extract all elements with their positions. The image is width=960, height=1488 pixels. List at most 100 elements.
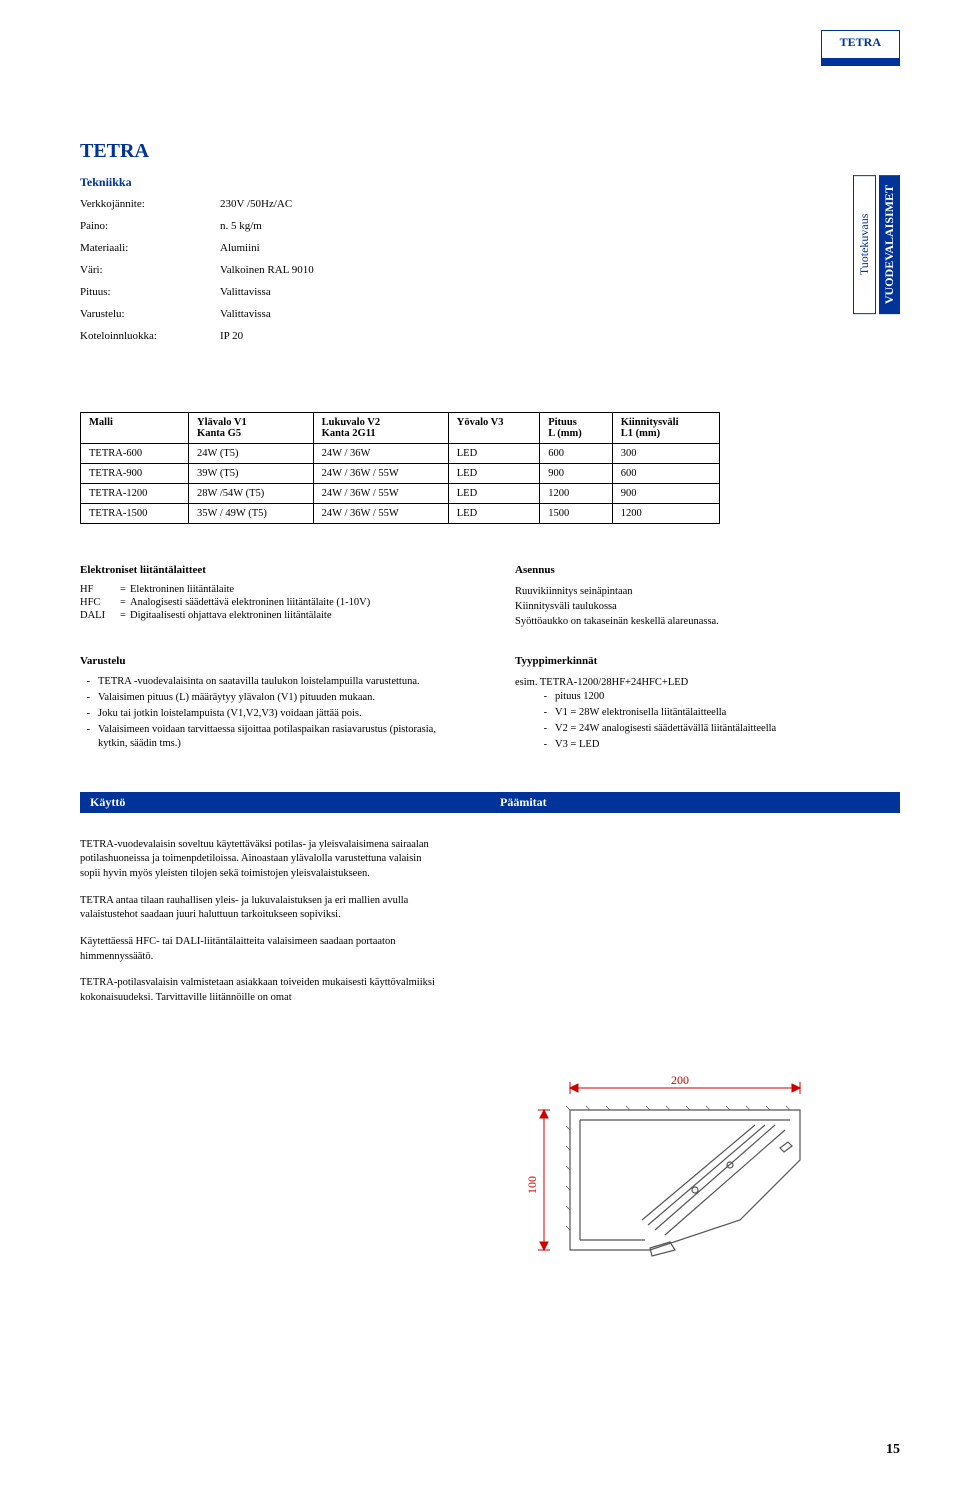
- section-bar: Käyttö Päämitat: [80, 792, 900, 813]
- table-row: TETRA-120028W /54W (T5)24W / 36W / 55WLE…: [81, 484, 720, 504]
- table-cell: TETRA-900: [81, 464, 189, 484]
- table-cell: 28W /54W (T5): [189, 484, 314, 504]
- list-item: pituus 1200: [555, 690, 900, 704]
- varustelu-list: TETRA -vuodevalaisinta on saatavilla tau…: [80, 675, 465, 752]
- spec-value: Valkoinen RAL 9010: [220, 264, 420, 276]
- spec-value: Alumiini: [220, 242, 420, 254]
- table-cell: LED: [448, 484, 539, 504]
- bar-left: Käyttö: [80, 792, 490, 813]
- elek-column: Elektroniset liitäntälaitteet HF=Elektro…: [80, 564, 465, 630]
- tyyppi-lead: esim. TETRA-1200/28HF+24HFC+LED: [515, 675, 900, 690]
- table-row: TETRA-60024W (T5)24W / 36WLED600300: [81, 444, 720, 464]
- table-cell: 35W / 49W (T5): [189, 504, 314, 524]
- table-cell: 24W / 36W / 55W: [313, 504, 448, 524]
- spec-value: Valittavissa: [220, 308, 420, 320]
- table-cell: 24W (T5): [189, 444, 314, 464]
- spec-label: Pituus:: [80, 286, 220, 298]
- body-paragraphs: TETRA-vuodevalaisin soveltuu käytettäväk…: [80, 838, 440, 1006]
- dim-width: 200: [671, 1073, 689, 1087]
- asennus-line: Kiinnitysväli taulukossa: [515, 599, 900, 614]
- tyyppi-heading: Tyyppimerkinnät: [515, 655, 900, 667]
- table-cell: LED: [448, 504, 539, 524]
- table-cell: LED: [448, 464, 539, 484]
- table-header: Ylävalo V1Kanta G5: [189, 413, 314, 444]
- list-item: V3 = LED: [555, 738, 900, 752]
- page-number: 15: [886, 1442, 900, 1458]
- spec-label: Koteloinnluokka:: [80, 330, 220, 342]
- side-tab-right: VUODEVALAISIMET: [879, 175, 900, 314]
- list-item: Joku tai jotkin loistelampuista (V1,V2,V…: [98, 707, 465, 721]
- specs-list: Verkkojännite:230V /50Hz/ACPaino:n. 5 kg…: [80, 198, 900, 342]
- table-cell: 1500: [540, 504, 613, 524]
- def-key: DALI: [80, 610, 120, 621]
- def-eq: =: [120, 597, 130, 608]
- body-paragraph: TETRA-vuodevalaisin soveltuu käytettäväk…: [80, 838, 440, 882]
- body-paragraph: TETRA-potilasvalaisin valmistetaan asiak…: [80, 976, 440, 1005]
- spec-label: Paino:: [80, 220, 220, 232]
- elek-definitions: HF=Elektroninen liitäntälaiteHFC=Analogi…: [80, 584, 465, 621]
- side-category-tab: Tuotekuvaus VUODEVALAISIMET: [853, 175, 900, 314]
- spec-value: Valittavissa: [220, 286, 420, 298]
- spec-value: 230V /50Hz/AC: [220, 198, 420, 210]
- asennus-body: Ruuvikiinnitys seinäpintaanKiinnitysväli…: [515, 584, 900, 630]
- brand-tag-top: TETRA: [821, 30, 900, 58]
- list-item: V1 = 28W elektronisella liitäntälaitteel…: [555, 706, 900, 720]
- body-paragraph: TETRA antaa tilaan rauhallisen yleis- ja…: [80, 894, 440, 923]
- bar-right: Päämitat: [490, 792, 900, 813]
- table-header: Yövalo V3: [448, 413, 539, 444]
- table-row: TETRA-150035W / 49W (T5)24W / 36W / 55WL…: [81, 504, 720, 524]
- table-cell: 1200: [612, 504, 719, 524]
- table-header: PituusL (mm): [540, 413, 613, 444]
- table-cell: 300: [612, 444, 719, 464]
- table-header: Lukuvalo V2Kanta 2G11: [313, 413, 448, 444]
- table-cell: 24W / 36W / 55W: [313, 464, 448, 484]
- table-cell: TETRA-600: [81, 444, 189, 464]
- varustelu-column: Varustelu TETRA -vuodevalaisinta on saat…: [80, 655, 465, 755]
- tech-heading: Tekniikka: [80, 175, 900, 190]
- asennus-line: Ruuvikiinnitys seinäpintaan: [515, 584, 900, 599]
- def-value: Analogisesti säädettävä elektroninen lii…: [130, 597, 465, 608]
- tyyppi-list: pituus 1200 V1 = 28W elektronisella liitä…: [515, 690, 900, 753]
- list-item: V2 = 24W analogisesti säädettävällä liit…: [555, 722, 900, 736]
- body-paragraph: Käytettäessä HFC- tai DALI-liitäntälaitt…: [80, 935, 440, 964]
- table-cell: 600: [540, 444, 613, 464]
- table-cell: 24W / 36W: [313, 444, 448, 464]
- list-item: Valaisimeen voidaan tarvittaessa sijoitt…: [98, 723, 465, 751]
- table-cell: 900: [612, 484, 719, 504]
- dimensions-drawing: 200 100: [520, 1070, 840, 1330]
- def-key: HF: [80, 584, 120, 595]
- table-cell: TETRA-1200: [81, 484, 189, 504]
- table-header: KiinnitysväliL1 (mm): [612, 413, 719, 444]
- spec-label: Väri:: [80, 264, 220, 276]
- asennus-line: Syöttöaukko on takaseinän keskellä alare…: [515, 614, 900, 629]
- table-cell: 24W / 36W / 55W: [313, 484, 448, 504]
- table-cell: 600: [612, 464, 719, 484]
- spec-value: IP 20: [220, 330, 420, 342]
- spec-label: Varustelu:: [80, 308, 220, 320]
- table-cell: LED: [448, 444, 539, 464]
- spec-label: Verkkojännite:: [80, 198, 220, 210]
- asennus-column: Asennus Ruuvikiinnitys seinäpintaanKiinn…: [515, 564, 900, 630]
- def-value: Digitaalisesti ohjattava elektroninen li…: [130, 610, 465, 621]
- list-item: TETRA -vuodevalaisinta on saatavilla tau…: [98, 675, 465, 689]
- def-eq: =: [120, 584, 130, 595]
- varustelu-heading: Varustelu: [80, 655, 465, 667]
- tyyppi-column: Tyyppimerkinnät esim. TETRA-1200/28HF+24…: [515, 655, 900, 755]
- brand-tag-text: TETRA: [840, 35, 881, 49]
- dim-height: 100: [525, 1176, 539, 1194]
- asennus-heading: Asennus: [515, 564, 900, 576]
- spec-label: Materiaali:: [80, 242, 220, 254]
- spec-value: n. 5 kg/m: [220, 220, 420, 232]
- table-cell: 39W (T5): [189, 464, 314, 484]
- def-value: Elektroninen liitäntälaite: [130, 584, 465, 595]
- def-key: HFC: [80, 597, 120, 608]
- def-eq: =: [120, 610, 130, 621]
- list-item: Valaisimen pituus (L) määräytyy ylävalon…: [98, 691, 465, 705]
- elek-heading: Elektroniset liitäntälaitteet: [80, 564, 465, 576]
- models-table: MalliYlävalo V1Kanta G5Lukuvalo V2Kanta …: [80, 412, 720, 524]
- page-title: TETRA: [80, 30, 900, 175]
- table-cell: 900: [540, 464, 613, 484]
- table-header: Malli: [81, 413, 189, 444]
- side-tab-left: Tuotekuvaus: [853, 175, 876, 314]
- table-cell: TETRA-1500: [81, 504, 189, 524]
